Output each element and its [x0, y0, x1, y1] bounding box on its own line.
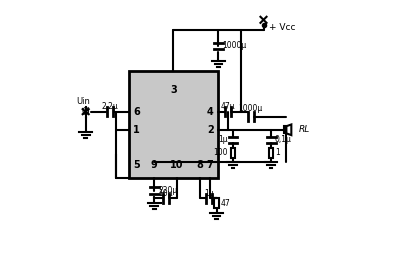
Text: + Vcc: + Vcc	[268, 23, 295, 33]
Text: Ø: Ø	[82, 107, 90, 117]
Text: 47: 47	[220, 199, 230, 208]
Text: 4: 4	[207, 107, 214, 117]
Text: 10: 10	[170, 160, 184, 170]
Text: 6: 6	[133, 107, 140, 117]
Bar	[231, 148, 235, 158]
Text: 2,2μ: 2,2μ	[102, 102, 118, 110]
Text: 10μ: 10μ	[158, 188, 173, 198]
Text: Uin: Uin	[76, 97, 90, 106]
Bar	[129, 71, 218, 178]
Text: 220μ: 220μ	[158, 186, 177, 195]
Text: 3: 3	[170, 85, 177, 95]
Text: 1μ: 1μ	[218, 135, 228, 145]
Text: 1μ: 1μ	[204, 188, 214, 198]
Text: 100: 100	[214, 148, 228, 157]
Text: 7: 7	[207, 160, 214, 170]
Bar	[269, 148, 274, 158]
Bar	[284, 126, 286, 133]
Text: 1: 1	[133, 125, 140, 135]
Text: 0,1μ: 0,1μ	[275, 135, 292, 145]
Text: 1000μ: 1000μ	[239, 104, 263, 113]
Text: 1000μ: 1000μ	[222, 41, 246, 50]
Text: 8: 8	[196, 160, 204, 170]
Text: 9: 9	[151, 160, 158, 170]
Text: 1: 1	[275, 148, 280, 157]
Bar	[214, 198, 219, 208]
Text: 5: 5	[133, 160, 140, 170]
Text: 2: 2	[207, 125, 214, 135]
Text: RL: RL	[299, 125, 310, 134]
Text: 47μ: 47μ	[221, 102, 235, 110]
